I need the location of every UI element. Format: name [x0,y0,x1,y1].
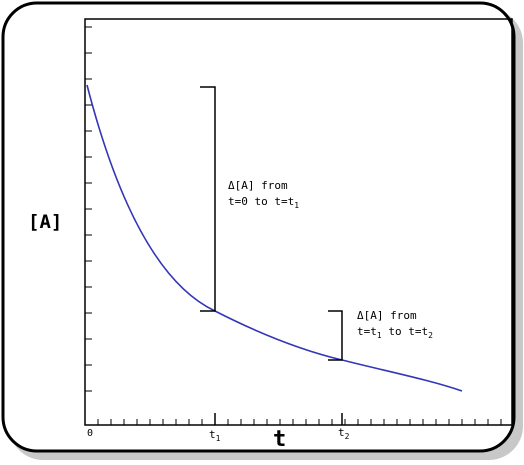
t1-label: t1 [209,428,221,443]
annotation-1-line-2: t=0 to t=t1 [228,195,299,210]
delta-bracket-2 [328,310,343,361]
decay-curve [86,84,463,392]
plot-area [84,18,513,426]
annotation-1-line-1: Δ[A] from [228,179,288,192]
frame [1,1,516,453]
x-axis-label: t [273,427,286,452]
annotation-2-line-2: t=t1 to t=t2 [357,325,433,340]
delta-bracket-1 [200,86,216,312]
t2-label: t2 [338,426,350,441]
annotation-2-line-1: Δ[A] from [357,309,417,322]
y-axis-label: [A] [28,211,62,233]
origin-label: 0 [87,428,93,439]
axis-ticks [85,26,502,425]
